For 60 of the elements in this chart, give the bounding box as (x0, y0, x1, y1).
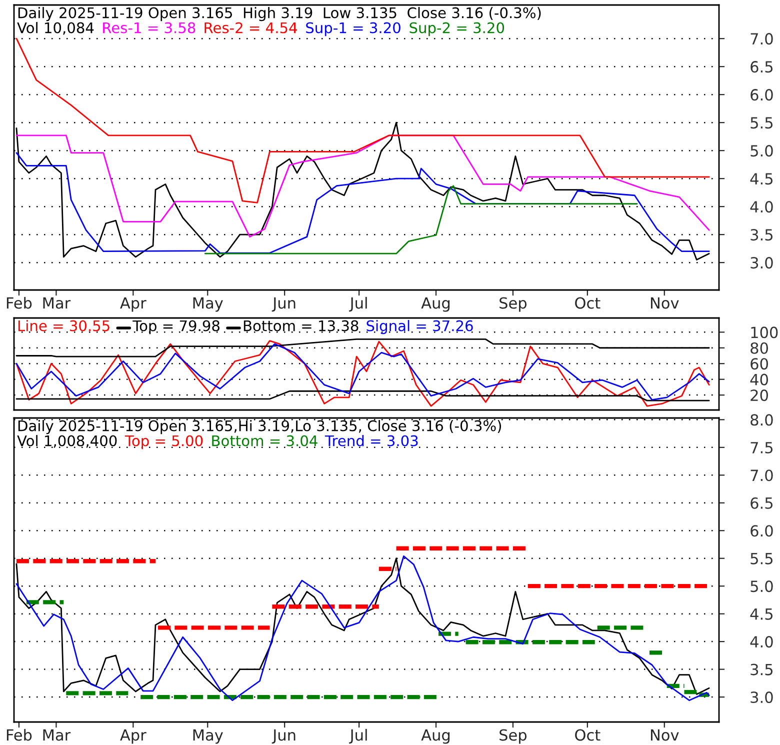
y-tick-label: 5.5 (750, 117, 773, 129)
y-tick-label: 5.0 (750, 580, 773, 592)
x-tick-label: May (193, 297, 223, 312)
y-tick-label: 3.5 (750, 229, 773, 241)
y-tick-label: 60 (750, 358, 768, 370)
y-tick-label: 7.0 (750, 33, 773, 45)
x-tick-label: Feb (6, 296, 32, 309)
legend-label: Bottom = 13.38 (244, 320, 358, 332)
x-tick-label: Jul (349, 296, 367, 312)
y-tick-label: 7.5 (750, 442, 773, 454)
y-tick-label: 4.0 (750, 201, 773, 213)
y-tick-label: 3.5 (750, 664, 773, 676)
x-tick-label: Apr (120, 729, 146, 744)
text: Top = 5.00 (124, 435, 203, 450)
y-tick-label: 5.5 (750, 553, 773, 564)
legend-label: Top = 79.98 (132, 320, 220, 334)
x-tick-label: Sep (500, 297, 527, 312)
y-tick-label: 4.0 (750, 636, 773, 648)
series-label: Line = 30.55 (18, 320, 110, 332)
series-label: Signal = 37.26 (366, 320, 473, 334)
text: Trend = 3.03 (324, 435, 418, 446)
x-tick-label: Nov (650, 729, 679, 741)
chart-title: Daily 2025-11-19 Open 3.165 High 3.19 Low 3.135 Close 3.16 (-0.3%) (18, 7, 541, 22)
y-tick-label: 100 (751, 326, 778, 338)
x-tick-label: Aug (421, 297, 450, 312)
y-tick-label: 6.0 (750, 89, 773, 101)
y-tick-label: 6.5 (750, 497, 773, 509)
y-tick-label: 4.5 (750, 608, 773, 620)
y-tick-label: 80 (750, 342, 768, 354)
y-tick-label: 4.5 (750, 173, 773, 185)
chart-title: Daily 2025-11-19 Open 3.165,Hi 3.19,Lo 3.135, Close 3.16 (-0.3%) (18, 420, 502, 434)
annotation: Vol 1,008,400 (17, 435, 117, 448)
text: Bottom = 3.04 (212, 435, 318, 446)
x-tick-label: Apr (120, 297, 146, 312)
y-tick-label: 5.0 (750, 145, 773, 157)
x-tick-label: Jul (349, 728, 367, 744)
y-tick-label: 3.0 (750, 257, 773, 269)
y-tick-label: 20 (750, 390, 768, 402)
text: Res-2 = 4.54 (204, 22, 297, 34)
x-tick-label: Aug (421, 729, 450, 744)
x-tick-label: Sep (500, 729, 527, 744)
annotation: Vol 10,084 (17, 22, 94, 35)
x-tick-label: Mar (43, 729, 71, 741)
y-tick-label: 6.5 (750, 61, 773, 73)
x-tick-label: Nov (650, 297, 679, 309)
y-tick-label: 8.0 (750, 414, 773, 426)
y-tick-label: 40 (750, 374, 768, 386)
text: Sup-2 = 3.20 (410, 22, 504, 36)
text: Res-1 = 3.58 (103, 22, 196, 34)
y-tick-label: 7.0 (750, 470, 773, 482)
x-tick-label: Oct (575, 297, 600, 309)
x-tick-label: May (193, 729, 223, 744)
x-tick-label: Jun (272, 729, 296, 744)
y-tick-label: 3.0 (750, 692, 773, 704)
x-tick-label: Oct (575, 729, 600, 741)
y-tick-label: 6.0 (750, 525, 773, 537)
text: Sup-1 = 3.20 (306, 22, 400, 36)
x-tick-label: Jun (272, 297, 296, 312)
x-tick-label: Mar (43, 297, 71, 309)
x-tick-label: Feb (6, 728, 32, 741)
